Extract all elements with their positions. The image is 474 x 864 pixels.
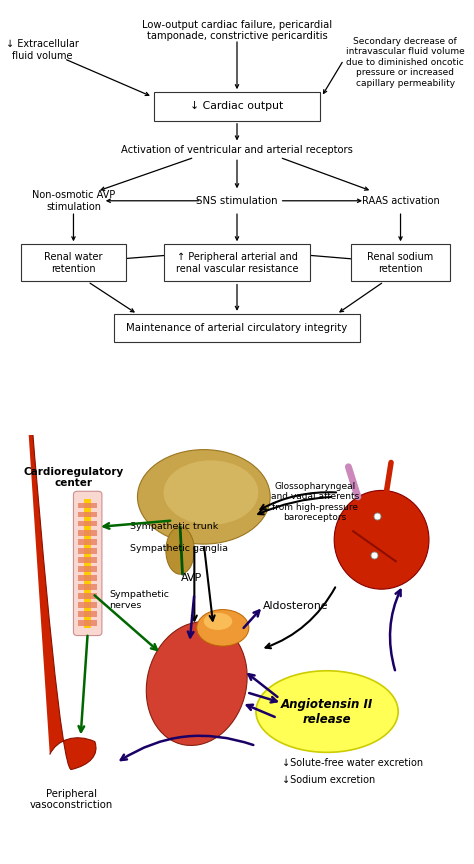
Bar <box>78 539 97 544</box>
Ellipse shape <box>146 622 247 746</box>
FancyBboxPatch shape <box>21 245 126 282</box>
Text: SNS stimulation: SNS stimulation <box>196 196 278 206</box>
Bar <box>78 521 97 526</box>
Text: Maintenance of arterial circulatory integrity: Maintenance of arterial circulatory inte… <box>127 323 347 334</box>
Bar <box>78 584 97 589</box>
Text: ↓ Cardiac output: ↓ Cardiac output <box>191 101 283 111</box>
Ellipse shape <box>137 449 270 544</box>
Text: Glossopharyngeal
and vagal afferents
from high-pressure
baroreceptors: Glossopharyngeal and vagal afferents fro… <box>271 482 359 522</box>
Ellipse shape <box>197 610 249 646</box>
FancyBboxPatch shape <box>154 92 320 121</box>
Bar <box>84 499 91 628</box>
Text: Peripheral
vasoconstriction: Peripheral vasoconstriction <box>29 789 113 810</box>
Text: Activation of ventricular and arterial receptors: Activation of ventricular and arterial r… <box>121 145 353 155</box>
FancyBboxPatch shape <box>164 245 310 282</box>
Text: AVP: AVP <box>182 574 202 583</box>
FancyBboxPatch shape <box>351 245 450 282</box>
Bar <box>78 503 97 508</box>
Bar <box>78 557 97 562</box>
Text: ↑ Peripheral arterial and
renal vascular resistance: ↑ Peripheral arterial and renal vascular… <box>176 252 298 274</box>
Bar <box>78 611 97 617</box>
Text: Aldosterone: Aldosterone <box>263 601 328 612</box>
Text: ↓Sodium excretion: ↓Sodium excretion <box>282 775 375 785</box>
Bar <box>78 548 97 554</box>
Text: Sympathetic ganglia: Sympathetic ganglia <box>130 543 228 553</box>
Bar <box>78 575 97 581</box>
FancyBboxPatch shape <box>114 314 360 342</box>
Text: ↓ Extracellular
fluid volume: ↓ Extracellular fluid volume <box>6 39 79 60</box>
Text: Sympathetic
nerves: Sympathetic nerves <box>109 590 169 610</box>
Text: Secondary decrease of
intravascular fluid volume
due to diminished oncotic
press: Secondary decrease of intravascular flui… <box>346 37 465 87</box>
Ellipse shape <box>334 491 429 589</box>
Ellipse shape <box>164 461 258 524</box>
Text: RAAS activation: RAAS activation <box>362 196 439 206</box>
Text: ↓Solute-free water excretion: ↓Solute-free water excretion <box>282 758 423 768</box>
Ellipse shape <box>256 670 398 753</box>
Text: Sympathetic trunk: Sympathetic trunk <box>130 523 219 531</box>
PathPatch shape <box>0 738 96 864</box>
Ellipse shape <box>166 527 194 575</box>
Bar <box>78 602 97 607</box>
Text: Renal sodium
retention: Renal sodium retention <box>367 252 434 274</box>
Text: Cardioregulatory
center: Cardioregulatory center <box>23 467 124 488</box>
Bar <box>78 620 97 626</box>
Text: Low-output cardiac failure, pericardial
tamponade, constrictive pericarditis: Low-output cardiac failure, pericardial … <box>142 20 332 41</box>
Text: Renal water
retention: Renal water retention <box>44 252 103 274</box>
Ellipse shape <box>204 613 232 630</box>
Text: Non-osmotic AVP
stimulation: Non-osmotic AVP stimulation <box>32 190 115 212</box>
Bar <box>78 566 97 572</box>
Bar <box>78 511 97 518</box>
Text: Angiotensin II
release: Angiotensin II release <box>281 697 373 726</box>
Bar <box>78 593 97 599</box>
FancyBboxPatch shape <box>73 492 102 636</box>
Bar <box>78 530 97 536</box>
